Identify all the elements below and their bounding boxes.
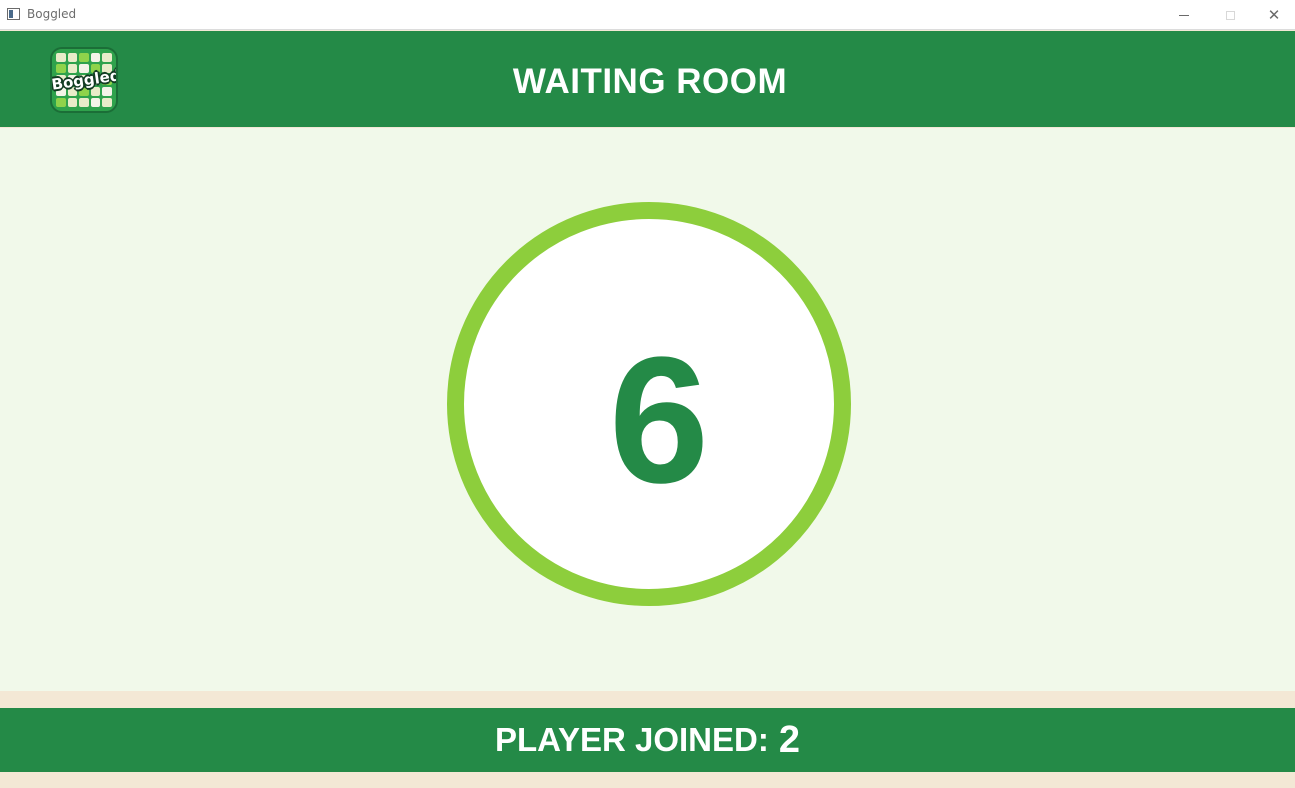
- maximize-button[interactable]: [1207, 0, 1253, 30]
- players-joined-label: PLAYER JOINED:: [495, 721, 769, 758]
- waiting-area: 6: [0, 128, 1295, 691]
- minimize-button[interactable]: [1161, 0, 1207, 30]
- countdown-ring: 6: [447, 202, 851, 606]
- close-button[interactable]: ✕: [1251, 0, 1295, 30]
- window-titlebar: Boggled ✕: [0, 0, 1295, 30]
- logo-tile-grid: [56, 53, 112, 107]
- maximize-icon: [1225, 10, 1235, 20]
- window-title: Boggled: [27, 7, 77, 21]
- header-bar: Boggled WAITING ROOM: [0, 31, 1295, 127]
- close-icon: ✕: [1267, 6, 1281, 24]
- boggled-logo: Boggled: [50, 47, 118, 113]
- page-title: WAITING ROOM: [512, 62, 788, 101]
- minimize-icon: [1179, 14, 1189, 16]
- players-joined-count: 2: [778, 718, 800, 761]
- app-icon: [7, 8, 20, 20]
- players-joined-bar: PLAYER JOINED: 2: [0, 708, 1295, 772]
- countdown-number: 6: [608, 320, 710, 521]
